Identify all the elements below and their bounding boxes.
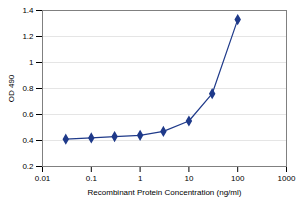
- svg-text:1.2: 1.2: [22, 32, 34, 41]
- svg-text:0.01: 0.01: [35, 174, 51, 183]
- svg-text:Recombinant Protein Concentrat: Recombinant Protein Concentration (ng/ml…: [88, 188, 242, 197]
- svg-text:0.2: 0.2: [22, 162, 34, 171]
- svg-text:1.4: 1.4: [22, 6, 34, 15]
- svg-text:OD 490: OD 490: [7, 74, 16, 102]
- svg-text:0.1: 0.1: [86, 174, 98, 183]
- svg-text:10: 10: [184, 174, 193, 183]
- svg-text:1000: 1000: [278, 174, 296, 183]
- svg-text:0.8: 0.8: [22, 84, 34, 93]
- svg-text:1: 1: [138, 174, 143, 183]
- svg-text:100: 100: [231, 174, 245, 183]
- svg-text:0.6: 0.6: [22, 110, 34, 119]
- svg-text:0.4: 0.4: [22, 136, 34, 145]
- svg-text:1: 1: [29, 58, 34, 67]
